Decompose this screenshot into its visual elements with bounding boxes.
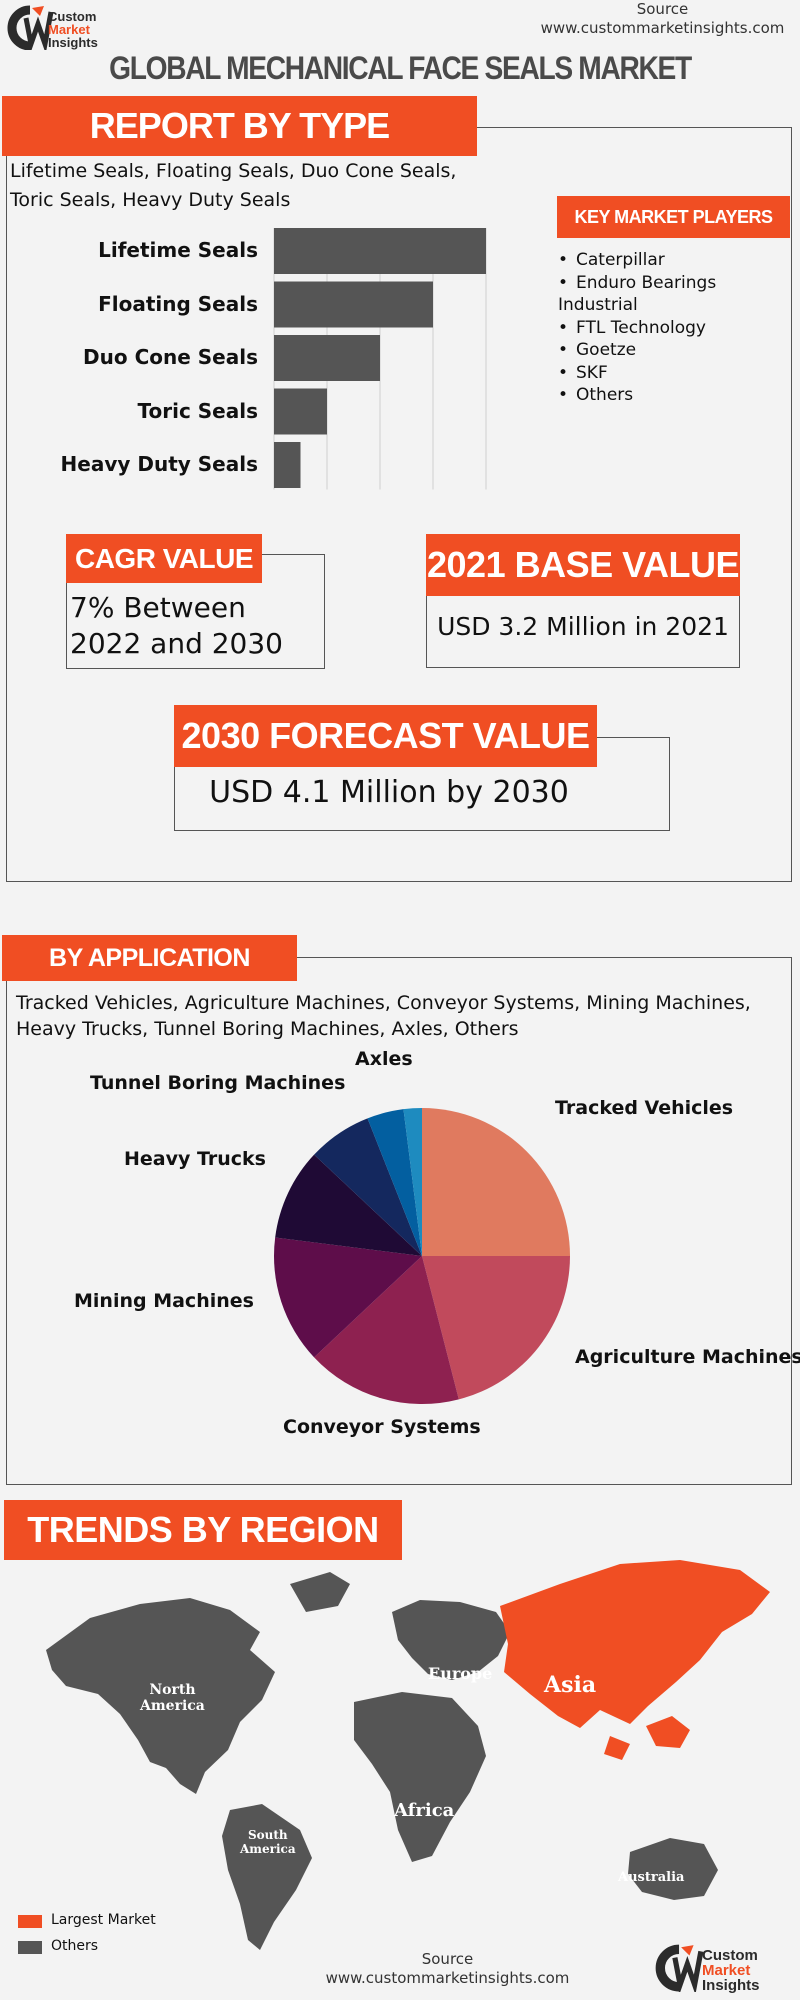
forecast-heading: 2030 FORECAST VALUE: [174, 705, 597, 767]
player-item: SKF: [558, 362, 798, 385]
bar-duo-cone-seals: [274, 335, 380, 381]
by-application-frame: [6, 957, 792, 1485]
player-item: Enduro Bearings Industrial: [558, 272, 798, 317]
cmi-logo-icon: [655, 1944, 704, 1992]
pie-label-tracked: Tracked Vehicles: [555, 1097, 734, 1119]
player-item: FTL Technology: [558, 317, 798, 340]
type-description: Lifetime Seals, Floating Seals, Duo Cone…: [10, 160, 457, 211]
africa-shape: [354, 1692, 486, 1862]
pie-slice-axles: [367, 1109, 422, 1256]
cagr-text: 7% Between 2022 and 2030: [70, 591, 283, 660]
type-bar-chart: Lifetime Seals Floating Seals Duo Cone Sea…: [0, 220, 500, 490]
player-item: Caterpillar: [558, 249, 798, 272]
south-america-shape: [222, 1804, 312, 1950]
trends-region-heading: TRENDS BY REGION: [4, 1500, 402, 1560]
application-description: Tracked Vehicles, Agriculture Machines, …: [16, 992, 751, 1040]
key-players-list: Caterpillar Enduro Bearings Industrial F…: [558, 249, 798, 407]
logo-word-2: Market: [48, 22, 90, 37]
north-america-shape: [46, 1572, 350, 1794]
bar-heavy-duty-seals: [274, 442, 301, 488]
europe-shape: [392, 1600, 510, 1680]
bar-label: Heavy Duty Seals: [60, 452, 258, 476]
bar-lifetime-seals: [274, 228, 486, 274]
map-label-europe: Europe: [428, 1664, 493, 1683]
south-america-line2: America: [240, 1842, 296, 1856]
map-label-africa: Africa: [394, 1800, 455, 1821]
pie-label-tunnel: Tunnel Boring Machines: [90, 1072, 346, 1094]
pie-slice-conveyor-systems: [314, 1256, 459, 1404]
header-logo: Custom Market Insights: [4, 4, 134, 52]
source-label: Source: [636, 0, 689, 18]
report-by-type-heading: REPORT BY TYPE: [2, 96, 477, 156]
pie-label-heavy: Heavy Trucks: [124, 1148, 266, 1170]
pie-slice-others: [403, 1108, 422, 1256]
source-url[interactable]: www.custommarketinsights.com: [540, 19, 785, 37]
north-america-line1: North: [149, 1682, 196, 1698]
pie-slice-tracked-vehicles: [422, 1108, 570, 1256]
legend-others-label: Others: [51, 1938, 99, 1954]
bar-toric-seals: [274, 388, 327, 435]
logo-word-1: Custom: [48, 9, 97, 24]
world-map: [46, 1560, 770, 1950]
cmi-logo-icon: [7, 5, 54, 50]
pie-slice-heavy-trucks: [275, 1154, 422, 1256]
pie-label-mining: Mining Machines: [74, 1290, 254, 1312]
bar-label: Lifetime Seals: [98, 238, 258, 262]
north-america-line2: America: [140, 1698, 205, 1714]
asia-shape: [500, 1560, 770, 1760]
footer-source: Source www.custommarketinsights.com: [310, 1950, 585, 1988]
base-heading: 2021 BASE VALUE: [426, 534, 740, 596]
base-text: USD 3.2 Million in 2021: [437, 612, 729, 641]
application-pie-chart: [274, 1108, 570, 1404]
map-label-south-america: South America: [240, 1828, 296, 1856]
footer-logo-word-3: Insights: [702, 1977, 760, 1994]
key-players-heading: KEY MARKET PLAYERS: [557, 196, 790, 238]
pie-slice-tunnel-boring-machines: [314, 1118, 422, 1256]
pie-label-agri: Agriculture Machines: [575, 1346, 800, 1368]
header-source: Source www.custommarketinsights.com: [540, 0, 785, 38]
pie-label-axles: Axles: [355, 1048, 413, 1070]
legend-others-swatch: [18, 1941, 42, 1954]
by-application-heading: BY APPLICATION: [2, 935, 297, 981]
map-label-north-america: North America: [140, 1682, 205, 1714]
australia-shape: [628, 1838, 718, 1900]
pie-slice-mining-machines: [274, 1237, 422, 1358]
bar-floating-seals: [274, 281, 433, 328]
player-item: Others: [558, 384, 798, 407]
legend-largest-swatch: [18, 1915, 42, 1928]
logo-word-3: Insights: [48, 35, 98, 50]
page-title: GLOBAL MECHANICAL FACE SEALS MARKET: [109, 50, 692, 86]
footer-logo-word-2: Market: [702, 1962, 751, 1979]
footer-source-url[interactable]: www.custommarketinsights.com: [325, 1969, 570, 1987]
cagr-heading: CAGR VALUE: [66, 534, 262, 583]
pie-label-conveyor: Conveyor Systems: [283, 1416, 481, 1438]
bar-label: Duo Cone Seals: [83, 345, 258, 369]
south-america-line1: South: [247, 1828, 288, 1842]
forecast-text: USD 4.1 Million by 2030: [209, 775, 569, 810]
bar-label: Toric Seals: [137, 398, 259, 423]
map-label-asia: Asia: [544, 1672, 597, 1698]
bar-label: Floating Seals: [98, 291, 258, 316]
map-label-australia: Australia: [618, 1870, 685, 1885]
footer-source-label: Source: [421, 1950, 474, 1968]
pie-slice-agriculture-machines: [422, 1256, 570, 1400]
type-bar-chart-svg: [273, 228, 487, 490]
footer-logo-word-1: Custom: [702, 1947, 758, 1964]
footer-logo: Custom Market Insights: [652, 1942, 792, 1996]
player-item: Goetze: [558, 339, 798, 362]
legend-largest-label: Largest Market: [51, 1912, 156, 1928]
